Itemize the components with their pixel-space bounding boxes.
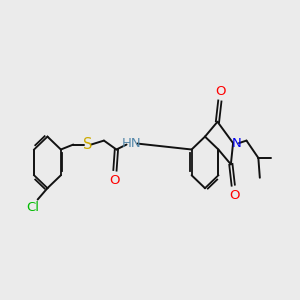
- Text: O: O: [229, 189, 239, 202]
- Text: S: S: [83, 137, 92, 152]
- Text: N: N: [232, 136, 242, 150]
- Text: HN: HN: [122, 137, 142, 150]
- Text: O: O: [110, 174, 120, 187]
- Text: Cl: Cl: [26, 202, 39, 214]
- Text: O: O: [215, 85, 226, 98]
